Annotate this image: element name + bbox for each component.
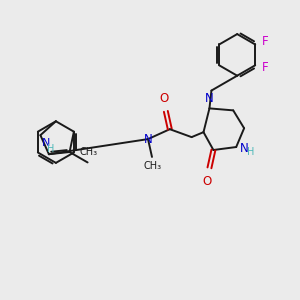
Text: F: F <box>262 35 269 48</box>
Text: N: N <box>41 138 50 148</box>
Text: O: O <box>159 92 169 105</box>
Text: H: H <box>47 144 55 154</box>
Text: N: N <box>240 142 249 154</box>
Text: N: N <box>205 92 214 105</box>
Text: N: N <box>144 133 152 146</box>
Text: O: O <box>203 175 212 188</box>
Text: H: H <box>247 147 254 157</box>
Text: CH₃: CH₃ <box>144 161 162 171</box>
Text: F: F <box>262 61 269 74</box>
Text: CH₃: CH₃ <box>80 148 98 158</box>
